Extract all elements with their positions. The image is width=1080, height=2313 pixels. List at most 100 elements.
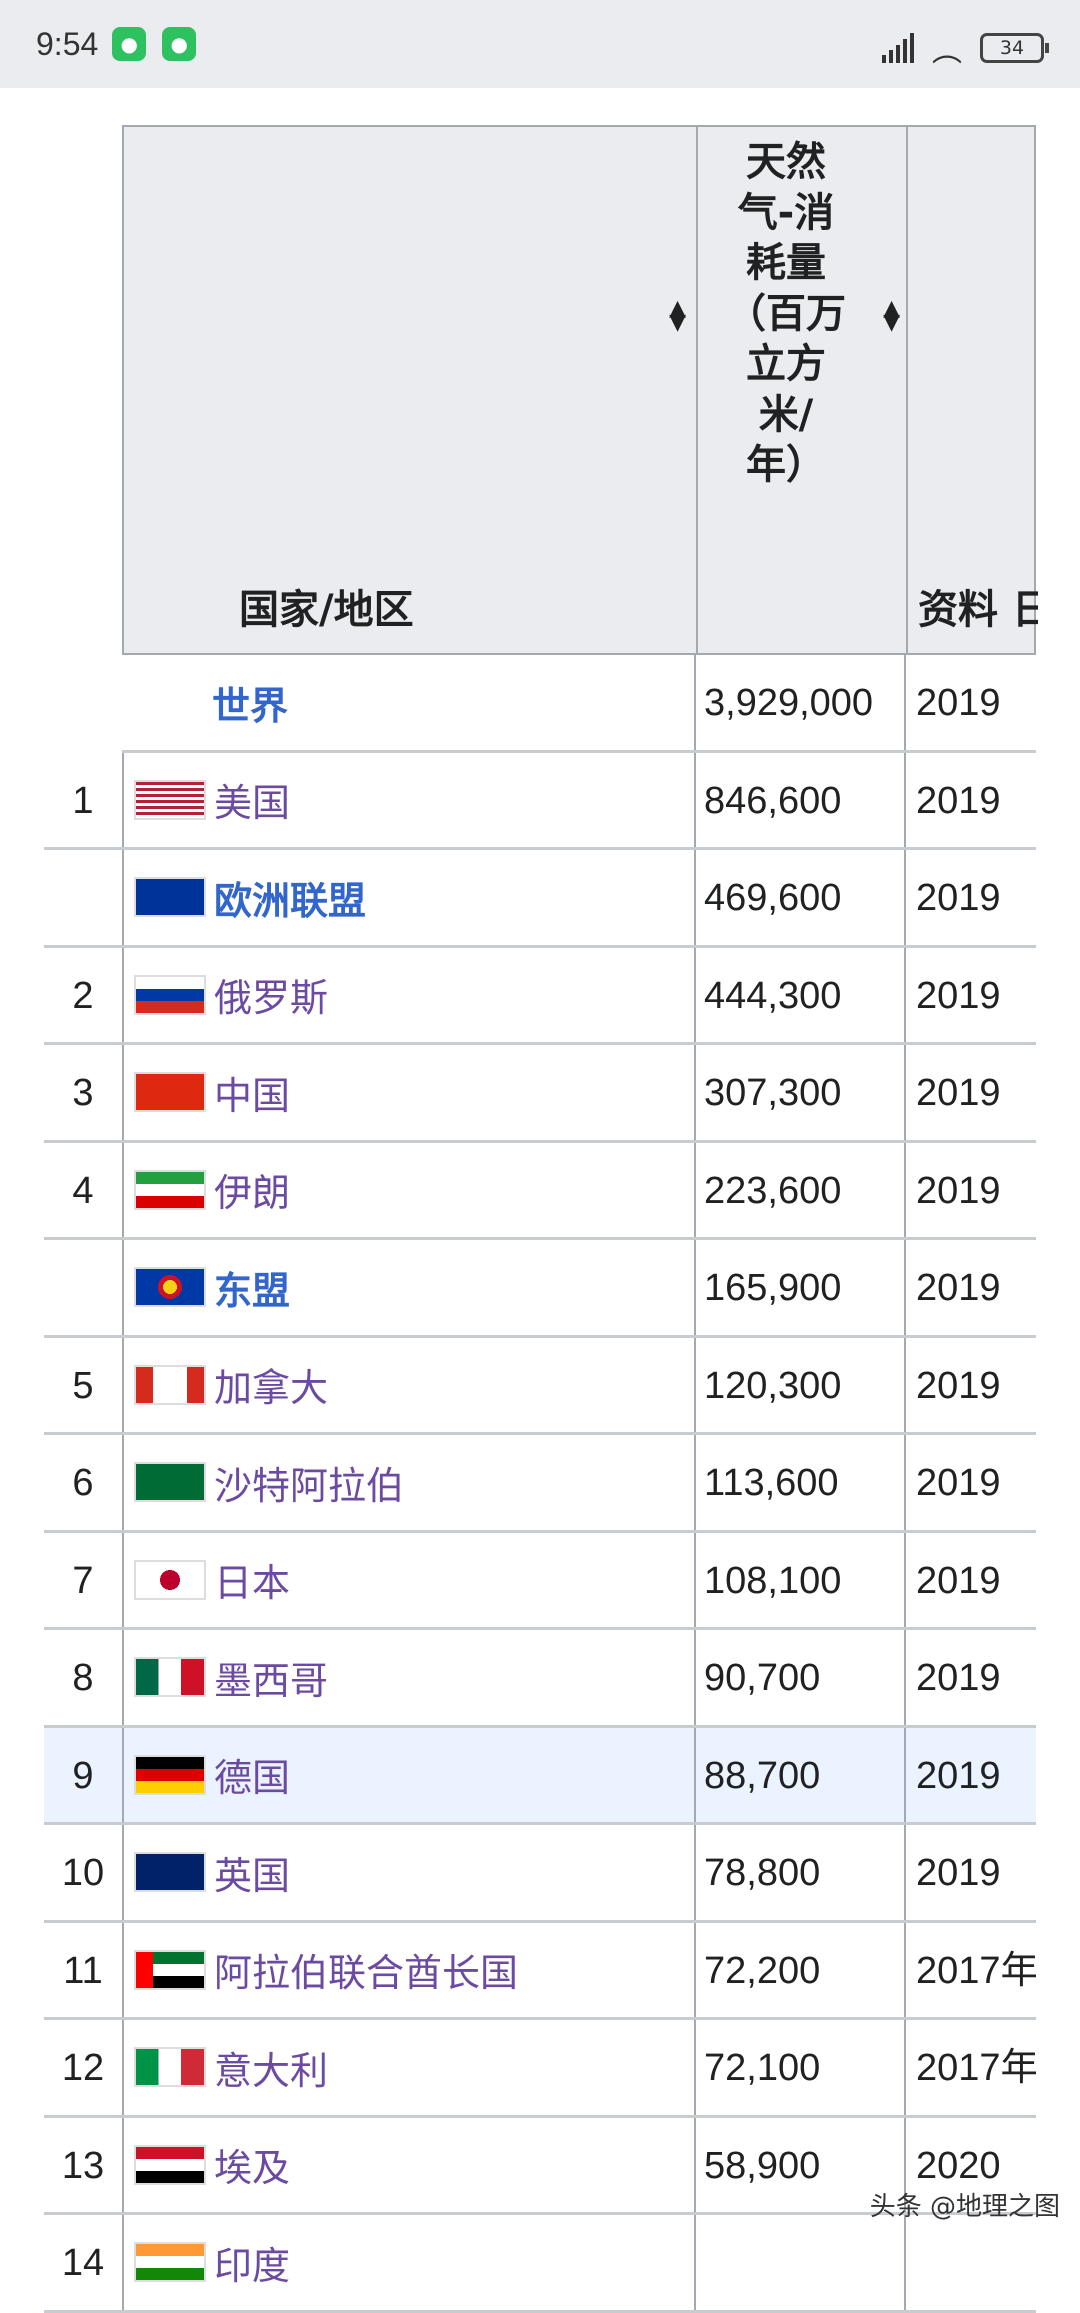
flag-icon-eg: [134, 2144, 206, 2185]
country-link[interactable]: 印度: [214, 2243, 291, 2288]
country-link[interactable]: 加拿大: [214, 1366, 329, 1411]
consumption-value: 307,300: [696, 1045, 906, 1140]
table-row: 欧洲联盟 469,600 2019: [44, 850, 1036, 948]
country-link[interactable]: 德国: [214, 1756, 291, 1801]
consumption-value: 846,600: [696, 752, 906, 847]
consumption-value: 72,100: [696, 2020, 906, 2115]
flag-icon-ru: [134, 974, 206, 1015]
country-link[interactable]: 阿拉伯联合酋长国: [214, 1951, 519, 1996]
flag-icon-mx: [134, 1657, 206, 1698]
country-link[interactable]: 中国: [214, 1073, 291, 1118]
consumption-value: 90,700: [696, 1630, 906, 1725]
header-consumption-line: 米/: [758, 391, 814, 438]
source-year: 2019: [916, 682, 1001, 724]
source-year: 2019: [916, 1462, 1001, 1504]
table-row: 4 伊朗 223,600 2019: [44, 1142, 1036, 1240]
wechat-icon: ●: [112, 27, 147, 61]
table-row: 3 中国 307,300 2019: [44, 1045, 1036, 1143]
flag-icon-sa: [134, 1462, 206, 1503]
rank: [44, 850, 122, 945]
consumption-value: 72,200: [696, 1922, 906, 2017]
rank: 14: [61, 2242, 105, 2284]
header-consumption-line: 立方: [746, 341, 826, 387]
table-row: 11 阿拉伯联合酋长国 72,200 2017年: [44, 1922, 1036, 2020]
table-row: 东盟 165,900 2019: [44, 1240, 1036, 1338]
rank: 12: [61, 2047, 105, 2089]
table-row: 6 沙特阿拉伯 113,600 2019: [44, 1435, 1036, 1533]
table-row: 10 英国 78,800 2019: [44, 1825, 1036, 1923]
header-consumption-line: 气-消: [737, 189, 835, 236]
rank: 10: [61, 1852, 105, 1894]
header-consumption-line: 年）: [746, 442, 826, 488]
flag-icon-us: [134, 779, 206, 820]
source-year: 2019: [916, 1754, 1001, 1797]
country-link[interactable]: 欧洲联盟: [214, 878, 367, 923]
wifi-icon: ︵: [932, 34, 962, 69]
flag-icon-asean: [134, 1267, 206, 1308]
clock: 9:54: [36, 25, 99, 62]
flag-icon-eu: [134, 877, 206, 918]
consumption-value: 444,300: [696, 947, 906, 1042]
battery-icon: 34: [980, 33, 1049, 63]
consumption-value: 3,929,000: [696, 655, 906, 750]
consumption-value: 120,300: [696, 1337, 906, 1432]
rank: 11: [63, 1949, 103, 1992]
source-year: 2020: [916, 2144, 1001, 2187]
flag-icon-ae: [134, 1949, 206, 1990]
consumption-value: 165,900: [696, 1240, 906, 1335]
table-header: 国家/地区 ▲ ▼ 天然 气-消 耗量 （百万 立方 米/年） ▲ ▼ 资料 日: [122, 125, 1038, 655]
consumption-value: [696, 2215, 906, 2310]
watermark: 头条 @地理之图: [869, 2192, 1060, 2222]
country-link[interactable]: 美国: [214, 781, 291, 826]
table-row: 9 德国 88,700 2019: [44, 1727, 1036, 1825]
source-year: [906, 2215, 1036, 2310]
header-country[interactable]: 国家/地区 ▲ ▼: [124, 127, 698, 653]
flag-icon-de: [134, 1754, 206, 1795]
country-link[interactable]: 东盟: [214, 1268, 291, 1313]
table-row: 1 美国 846,600 2019: [44, 752, 1036, 850]
rank: 8: [72, 1657, 94, 1699]
country-link[interactable]: 伊朗: [214, 1171, 291, 1216]
flag-icon-ca: [134, 1364, 206, 1405]
consumption-value: 108,100: [696, 1532, 906, 1627]
source-year: 2019: [916, 1072, 1001, 1114]
header-source[interactable]: 资料 日: [918, 587, 1038, 633]
table-row: 7 日本 108,100 2019: [44, 1532, 1036, 1630]
country-link[interactable]: 墨西哥: [214, 1658, 329, 1703]
rank: [44, 1240, 122, 1335]
country-link[interactable]: 俄罗斯: [214, 976, 329, 1021]
rank: 9: [72, 1754, 94, 1797]
source-year: 2019: [916, 779, 1001, 822]
source-year: 2019: [916, 1657, 1001, 1699]
header-consumption-line: 耗量: [746, 240, 826, 286]
flag-icon-it: [134, 2047, 206, 2088]
flag-icon-gb: [134, 1852, 206, 1893]
source-year: 2017年: [916, 2047, 1036, 2089]
consumption-value: 113,600: [696, 1435, 906, 1530]
consumption-value: 88,700: [696, 1727, 906, 1822]
consumption-value: 78,800: [696, 1825, 906, 1920]
header-consumption[interactable]: 天然 气-消 耗量 （百万 立方 米/年） ▲ ▼: [698, 127, 908, 653]
source-year: 2017年: [916, 1949, 1036, 1992]
rank: 3: [72, 1072, 94, 1114]
sort-icon[interactable]: ▲ ▼: [883, 296, 900, 335]
source-year: 2019: [916, 1267, 1001, 1309]
source-year: 2019: [916, 1364, 1001, 1407]
country-link[interactable]: 世界: [212, 683, 289, 728]
flag-icon-ir: [134, 1169, 206, 1210]
consumption-value: 58,900: [696, 2117, 906, 2212]
rank: 4: [72, 1169, 94, 1212]
country-link[interactable]: 埃及: [214, 2146, 291, 2191]
table-row: 2 俄罗斯 444,300 2019: [44, 947, 1036, 1045]
source-year: 2019: [916, 877, 1001, 919]
header-consumption-line: （百万: [726, 290, 846, 337]
flag-icon-jp: [134, 1559, 206, 1600]
consumption-value: 223,600: [696, 1142, 906, 1237]
country-link[interactable]: 英国: [214, 1853, 291, 1898]
sort-icon[interactable]: ▲ ▼: [669, 296, 686, 335]
status-bar: 9:54 ● ● ︵ 34: [0, 0, 1080, 88]
country-link[interactable]: 意大利: [214, 2048, 329, 2093]
country-link[interactable]: 日本: [214, 1561, 291, 1606]
country-link[interactable]: 沙特阿拉伯: [214, 1463, 405, 1508]
table-row: 5 加拿大 120,300 2019: [44, 1337, 1036, 1435]
